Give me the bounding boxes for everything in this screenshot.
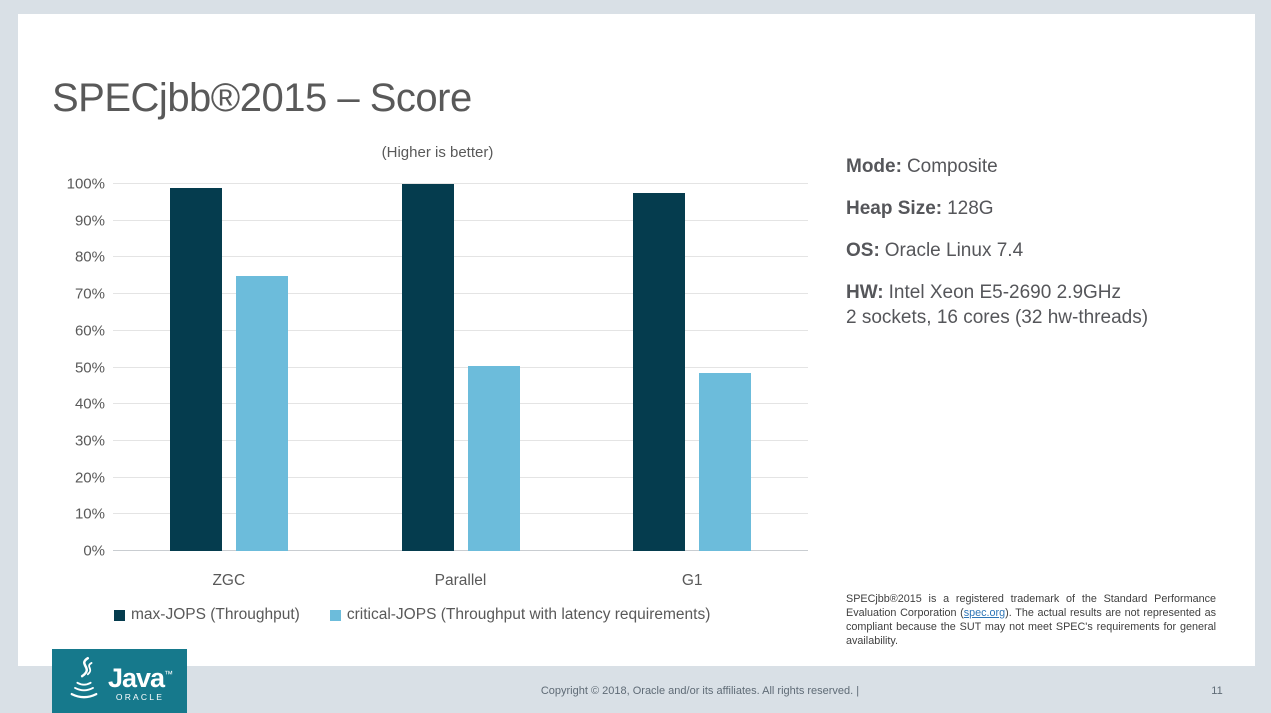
- y-tick-label: 20%: [74, 469, 105, 487]
- chart-subtitle: (Higher is better): [381, 144, 494, 161]
- y-tick-label: 90%: [74, 212, 105, 230]
- page-title: SPECjbb®2015 – Score: [52, 76, 472, 120]
- oracle-wordmark: ORACLE: [115, 691, 165, 702]
- y-tick-label: 30%: [74, 432, 105, 450]
- detail-mode-label: Mode:: [846, 156, 902, 177]
- detail-os-value: Oracle Linux 7.4: [884, 240, 1024, 261]
- bar-max-jops-zgc: [169, 187, 222, 551]
- bar-critical-jops-parallel: [467, 365, 520, 551]
- x-axis-line: [113, 550, 808, 551]
- gridline: [113, 329, 808, 331]
- gridline: [113, 366, 808, 368]
- detail-hw-value-line2: 2 sockets, 16 cores (32 hw-threads): [846, 307, 1149, 328]
- y-tick-label: 40%: [74, 395, 105, 413]
- gridline: [113, 403, 808, 405]
- detail-hw-value: Intel Xeon E5-2690 2.9GHz: [888, 282, 1122, 303]
- y-tick-label: 0%: [83, 542, 105, 560]
- slide: SPECjbb®2015 – Score (Higher is better) …: [18, 14, 1255, 666]
- detail-hw: HW: Intel Xeon E5-2690 2.9GHz 2 sockets, …: [846, 280, 1241, 330]
- java-oracle-logo: Java™ ORACLE: [52, 649, 187, 713]
- bar-critical-jops-g1: [699, 373, 752, 551]
- detail-os-label: OS:: [846, 240, 880, 261]
- disclaimer-text-post: ). The actual results are not represente…: [846, 606, 1216, 647]
- detail-heap-size-value: 128G: [947, 198, 994, 219]
- y-tick-label: 10%: [74, 505, 105, 523]
- legend-label: max-JOPS (Throughput): [131, 606, 300, 623]
- detail-heap-size: Heap Size: 128G: [846, 196, 1241, 221]
- gridline: [113, 219, 808, 221]
- java-wordmark: Java™: [107, 662, 173, 693]
- bar-max-jops-g1: [633, 193, 686, 551]
- y-tick-label: 80%: [74, 248, 105, 266]
- gridline: [113, 476, 808, 478]
- disclaimer-text-pre: SPECjbb®2015 is a registered trademark o…: [846, 593, 1216, 619]
- legend-label: critical-JOPS (Throughput with latency r…: [346, 606, 711, 623]
- detail-heap-size-label: Heap Size:: [846, 198, 943, 219]
- detail-os: OS: Oracle Linux 7.4: [846, 238, 1241, 263]
- bar-group-g1: [576, 184, 808, 551]
- footer-copyright: Copyright © 2018, Oracle and/or its affi…: [540, 685, 860, 697]
- gridline: [113, 293, 808, 295]
- bar-group-parallel: [345, 184, 577, 551]
- y-axis: 0% 10% 20% 30% 40% 50% 60% 70% 80% 90% 100%: [46, 176, 105, 560]
- java-logo-icon: [67, 656, 101, 707]
- y-tick-label: 100%: [66, 175, 105, 193]
- chart-legend: max-JOPS (Throughput) critical-JOPS (Thro…: [114, 606, 710, 624]
- gridline: [113, 256, 808, 258]
- plot-area: [113, 183, 808, 551]
- spec-disclaimer: SPECjbb®2015 is a registered trademark o…: [846, 593, 1216, 649]
- bar-groups: [113, 184, 808, 551]
- gridline: [113, 439, 808, 441]
- y-tick-label: 50%: [74, 359, 105, 376]
- logo-wordmark: Java™ ORACLE: [107, 661, 173, 702]
- config-details: Mode: Composite Heap Size: 128G OS: Oracle …: [846, 154, 1241, 347]
- gridline: [113, 513, 808, 515]
- gridline: [113, 183, 808, 184]
- detail-hw-label: HW:: [846, 282, 884, 303]
- page-number: 11: [1211, 685, 1223, 697]
- legend-item-max: max-JOPS (Throughput): [114, 606, 300, 624]
- legend-swatch: [329, 609, 341, 621]
- bar-critical-jops-zgc: [235, 275, 288, 551]
- y-tick-label: 60%: [74, 322, 105, 340]
- legend-swatch: [114, 609, 125, 621]
- bar-group-zgc: [113, 184, 345, 551]
- detail-mode-value: Composite: [906, 156, 998, 177]
- x-category-label-g1: G1: [681, 572, 703, 589]
- y-tick-label: 70%: [74, 285, 105, 303]
- spec-org-link[interactable]: spec.org: [963, 606, 1006, 619]
- x-category-label-zgc: ZGC: [212, 572, 246, 589]
- trademark-symbol: ™: [164, 668, 173, 679]
- bar-max-jops-parallel: [401, 184, 454, 551]
- detail-mode: Mode: Composite: [846, 154, 1241, 179]
- x-category-label-parallel: Parallel: [434, 572, 487, 589]
- x-axis: ZGC Parallel G1: [113, 572, 808, 590]
- legend-item-critical: critical-JOPS (Throughput with latency r…: [329, 606, 711, 624]
